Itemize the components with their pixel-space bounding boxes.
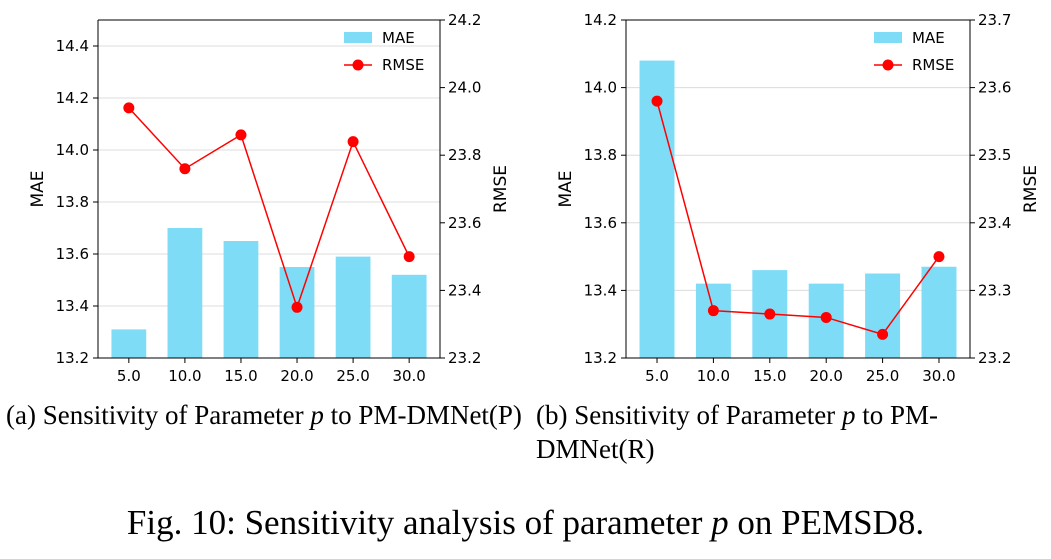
y-tick-label: 13.4 (584, 281, 617, 299)
mae-bar-25.0 (335, 256, 371, 358)
y2-tick-label: 24.2 (448, 11, 481, 29)
caption-b: (b) Sensitivity of Parameter p to PM-DMN… (536, 400, 938, 464)
rmse-point-5.0 (651, 95, 663, 107)
y-tick-label: 14.0 (584, 79, 617, 97)
x-tick-label: 5.0 (645, 367, 669, 385)
y-tick-label: 14.4 (56, 37, 89, 55)
rmse-point-25.0 (877, 328, 889, 340)
y-axis-label: MAE (556, 170, 576, 207)
y2-tick-label: 23.2 (448, 349, 481, 367)
y2-tick-label: 23.5 (978, 146, 1011, 164)
mae-bar-25.0 (865, 273, 901, 358)
legend-rmse-label: RMSE (912, 56, 954, 74)
y2-tick-label: 23.6 (978, 79, 1011, 97)
y-tick-label: 13.2 (584, 349, 617, 367)
y-tick-label: 14.2 (56, 89, 89, 107)
rmse-point-20.0 (291, 301, 303, 313)
y2-tick-label: 23.6 (448, 214, 481, 232)
rmse-point-5.0 (123, 102, 135, 114)
y-tick-label: 13.2 (56, 349, 89, 367)
mae-bar-10.0 (695, 283, 731, 358)
x-tick-label: 5.0 (117, 367, 141, 385)
mae-bar-10.0 (167, 228, 203, 358)
chart-a: 13.2 13.4 13.6 13.8 14.0 14.2 14.4 23.2 23.4 23.6… (28, 11, 511, 385)
y-tick-label: 13.6 (56, 245, 89, 263)
x-tick-label: 15.0 (224, 367, 257, 385)
legend-mae-label: MAE (912, 29, 945, 47)
y2-tick-label: 23.4 (978, 214, 1011, 232)
chart-b: 13.2 13.4 13.6 13.8 14.0 14.2 23.2 23.3 23.4 23.5… (556, 11, 1041, 385)
x-tick-label: 10.0 (168, 367, 201, 385)
y-tick-label: 13.8 (56, 193, 89, 211)
x-tick-label: 30.0 (392, 367, 425, 385)
y2-tick-label: 23.3 (978, 281, 1011, 299)
caption-a: (a) Sensitivity of Parameter p to PM-DMN… (6, 400, 522, 430)
legend-rmse-label: RMSE (382, 56, 424, 74)
y-tick-label: 13.6 (584, 214, 617, 232)
rmse-point-25.0 (347, 136, 359, 148)
mae-bar-15.0 (223, 241, 259, 358)
y-tick-label: 13.4 (56, 297, 89, 315)
x-tick-label: 30.0 (922, 367, 955, 385)
rmse-point-20.0 (820, 311, 832, 323)
rmse-line (656, 100, 940, 336)
figure-caption: Fig. 10: Sensitivity analysis of paramet… (126, 503, 925, 542)
y-tick-label: 14.0 (56, 141, 89, 159)
y2-tick-label: 23.2 (978, 349, 1011, 367)
rmse-point-30.0 (403, 251, 415, 263)
y2-tick-label: 23.7 (978, 11, 1011, 29)
legend-mae-label: MAE (382, 29, 415, 47)
y-tick-label: 13.8 (584, 146, 617, 164)
y2-tick-label: 23.8 (448, 146, 481, 164)
y2-axis-label: RMSE (1021, 165, 1041, 213)
y2-axis-label: RMSE (491, 165, 511, 213)
x-tick-label: 10.0 (697, 367, 730, 385)
rmse-point-30.0 (933, 251, 945, 263)
rmse-point-10.0 (707, 305, 719, 317)
mae-bar-30.0 (391, 274, 427, 358)
y-axis-label: MAE (28, 170, 48, 207)
y2-tick-label: 23.4 (448, 281, 481, 299)
x-tick-label: 20.0 (280, 367, 313, 385)
y2-tick-label: 24.0 (448, 79, 481, 97)
y-tick-label: 14.2 (584, 11, 617, 29)
legend-rmse-marker (882, 59, 894, 71)
x-tick-label: 25.0 (866, 367, 899, 385)
mae-bar-30.0 (921, 266, 957, 358)
x-tick-label: 25.0 (336, 367, 369, 385)
mae-bar-5.0 (111, 329, 147, 358)
x-tick-label: 15.0 (753, 367, 786, 385)
rmse-point-10.0 (179, 163, 191, 175)
rmse-point-15.0 (235, 129, 247, 141)
legend-mae-swatch (874, 32, 902, 43)
legend-rmse-marker (352, 59, 364, 71)
rmse-line (128, 107, 410, 310)
legend-mae-swatch (344, 32, 372, 43)
x-tick-label: 20.0 (809, 367, 842, 385)
mae-bar-5.0 (639, 60, 675, 359)
rmse-point-15.0 (764, 308, 776, 320)
